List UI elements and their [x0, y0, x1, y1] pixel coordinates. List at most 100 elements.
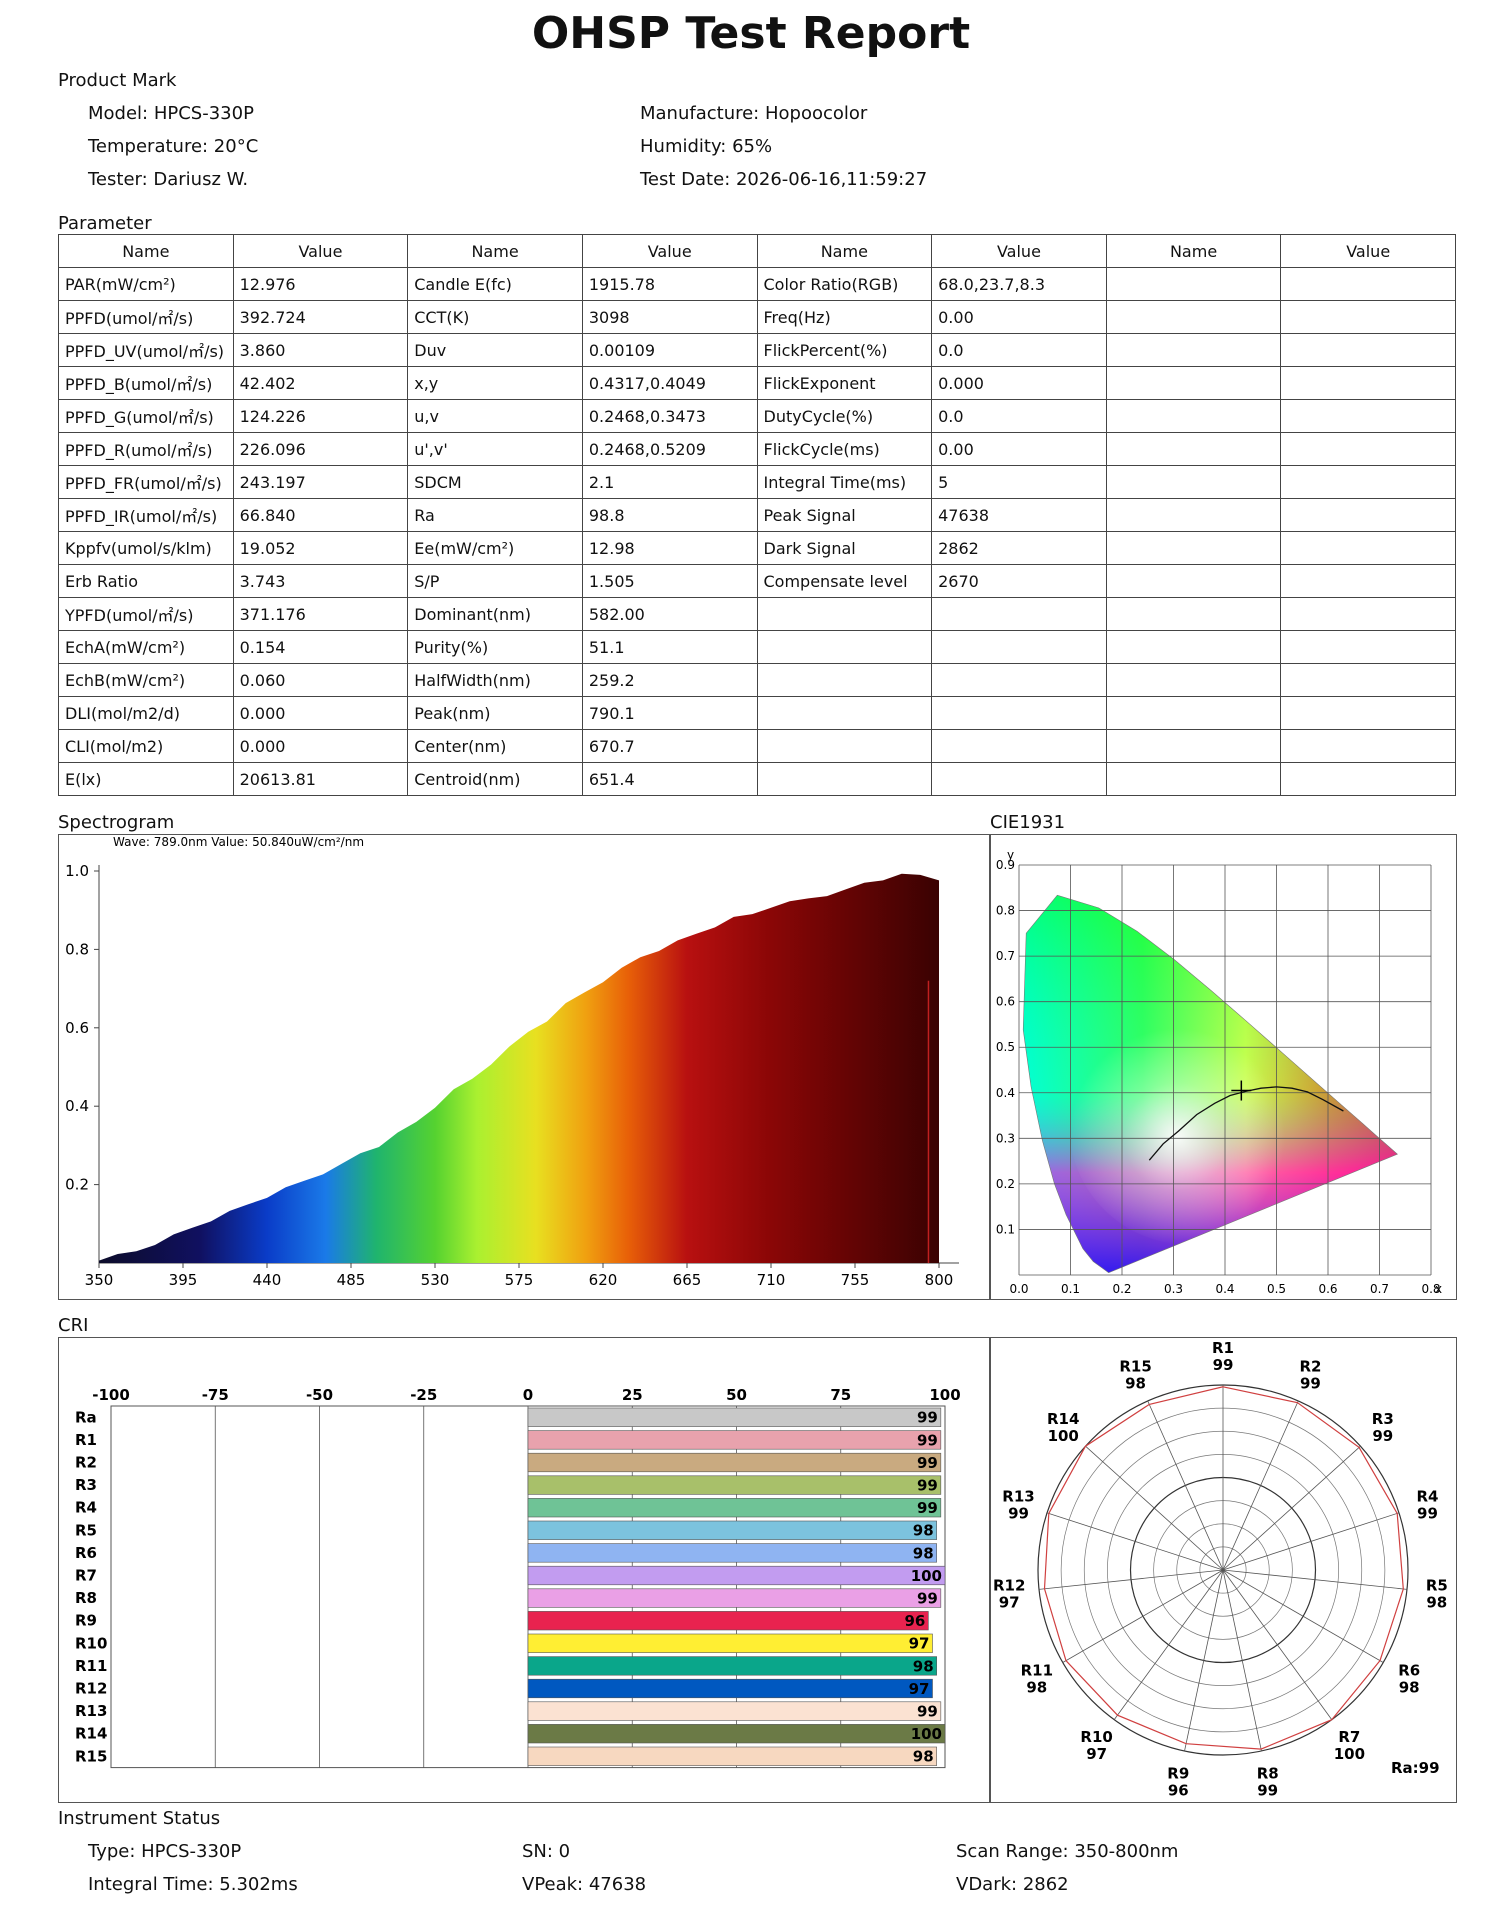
parameter-value-cell: 19.052 — [232, 531, 409, 565]
parameter-name-cell: Freq(Hz) — [756, 300, 933, 334]
spectrogram-x-tick-label: 440 — [253, 1271, 282, 1289]
cri-category-label: R12 — [75, 1679, 107, 1697]
cri-category-label: R3 — [75, 1476, 97, 1494]
parameter-name-cell — [1105, 366, 1282, 400]
temperature-field: Temperature: 20°C — [88, 136, 259, 157]
parameter-name-cell: Color Ratio(RGB) — [756, 267, 933, 301]
cri-radar-label: R11 — [1021, 1662, 1053, 1680]
cri-radar-value: 99 — [1372, 1427, 1393, 1445]
cri-radar-value: 99 — [1417, 1505, 1438, 1523]
cri-category-label: R4 — [75, 1499, 97, 1517]
cri-radar-label: R3 — [1372, 1410, 1394, 1428]
parameter-header-cell: Value — [1280, 234, 1456, 268]
parameter-value-cell — [1280, 630, 1456, 664]
cri-bar-value-label: 99 — [917, 1454, 938, 1472]
parameter-value-cell: 47638 — [931, 498, 1107, 532]
parameter-name-cell: PPFD_R(umol/㎡/s) — [58, 432, 234, 466]
parameter-name-cell: Compensate level — [756, 564, 933, 598]
parameter-name-cell: DutyCycle(%) — [756, 399, 933, 433]
cri-bar — [527, 1452, 942, 1473]
cie-x-tick-label: 0.6 — [1318, 1282, 1337, 1296]
parameter-name-cell: Ra — [407, 498, 583, 532]
parameter-name-cell: CLI(mol/m2) — [58, 729, 234, 763]
cri-radar-label: R12 — [993, 1576, 1025, 1594]
spectral-locus — [1022, 894, 1398, 1274]
spectrogram-y-tick-label: 1.0 — [65, 862, 89, 880]
spectrogram-y-tick-label: 0.6 — [65, 1019, 89, 1037]
cie-y-axis-label: y — [1007, 848, 1014, 862]
parameter-header-cell: Value — [931, 234, 1107, 268]
parameter-row: PPFD_R(umol/㎡/s) 226.096 u',v' 0.2468,0.520… — [58, 432, 1456, 466]
parameter-name-cell: EchB(mW/cm²) — [58, 663, 234, 697]
parameter-name-cell: Dominant(nm) — [407, 597, 583, 631]
tester-field: Tester: Dariusz W. — [88, 169, 249, 190]
cri-radar-value: 96 — [1168, 1781, 1189, 1799]
cri-category-label: R10 — [75, 1634, 107, 1652]
cri-bar-value-label: 99 — [917, 1477, 938, 1495]
parameter-name-cell — [1105, 432, 1282, 466]
cie-y-tick-label: 0.5 — [996, 1040, 1015, 1054]
parameter-value-cell: 1915.78 — [581, 267, 758, 301]
spectrogram-y-tick-label: 0.8 — [65, 940, 89, 958]
cri-radar-value: 98 — [1426, 1593, 1447, 1611]
cie-x-axis-label: x — [1435, 1282, 1442, 1296]
parameter-name-cell: FlickCycle(ms) — [756, 432, 933, 466]
parameter-name-cell: DLI(mol/m2/d) — [58, 696, 234, 730]
parameter-value-cell: 12.976 — [232, 267, 409, 301]
spectrogram-chart: Wave: 789.0nm Value: 50.840uW/cm²/nm 1.0… — [65, 835, 959, 1289]
parameter-name-cell: Dark Signal — [756, 531, 933, 565]
cie-x-tick-label: 0.4 — [1215, 1282, 1234, 1296]
parameter-name-cell: Duv — [407, 333, 583, 367]
cri-category-label: Ra — [75, 1408, 97, 1426]
parameter-header-cell: Name — [756, 234, 933, 268]
cri-bar-value-label: 97 — [909, 1680, 930, 1698]
cri-category-label: R11 — [75, 1657, 107, 1675]
parameter-name-cell: S/P — [407, 564, 583, 598]
cie1931-panel: 0.0 0.1 0.2 0.3 0.4 0.5 0.6 0.7 0.8 0.9 0.8 0.7 0.6 0… — [990, 834, 1457, 1300]
cri-bar — [527, 1543, 937, 1563]
parameter-value-cell: 0.00109 — [581, 333, 758, 367]
cri-radar-value: 97 — [999, 1593, 1020, 1611]
parameter-value-cell: 5 — [931, 465, 1107, 499]
parameter-name-cell: Peak(nm) — [407, 696, 583, 730]
cie-y-tick-label: 0.7 — [996, 949, 1015, 963]
cri-radar-value: 99 — [1300, 1375, 1321, 1393]
parameter-name-cell — [1105, 465, 1282, 499]
cri-x-tick-label: 100 — [929, 1386, 960, 1404]
cri-heading: CRI — [58, 1315, 89, 1336]
parameter-value-cell: 0.000 — [931, 366, 1107, 400]
spectrogram-heading: Spectrogram — [58, 812, 175, 833]
parameter-row: YPFD(umol/㎡/s) 371.176 Dominant(nm) 582.00 — [58, 597, 1456, 631]
parameter-name-cell: PPFD_G(umol/㎡/s) — [58, 399, 234, 433]
parameter-value-cell: 670.7 — [581, 729, 758, 763]
parameter-row: DLI(mol/m2/d) 0.000 Peak(nm) 790.1 — [58, 696, 1456, 730]
parameter-name-cell: HalfWidth(nm) — [407, 663, 583, 697]
cri-radar-value: 97 — [1086, 1745, 1107, 1763]
parameter-value-cell: 259.2 — [581, 663, 758, 697]
cri-category-label: R13 — [75, 1702, 107, 1720]
parameter-value-cell — [1280, 432, 1456, 466]
cri-bar — [527, 1724, 946, 1744]
spectrogram-y-tick-label: 0.4 — [65, 1097, 89, 1115]
parameter-value-cell: 12.98 — [581, 531, 758, 565]
cri-x-tick-label: -50 — [306, 1386, 333, 1404]
parameter-name-cell: PPFD_FR(umol/㎡/s) — [58, 465, 234, 499]
integral-time-field: Integral Time: 5.302ms — [88, 1874, 298, 1895]
parameter-name-cell: FlickPercent(%) — [756, 333, 933, 367]
cri-category-label: R6 — [75, 1544, 97, 1562]
parameter-header-cell: Value — [581, 234, 758, 268]
parameter-name-cell — [1105, 300, 1282, 334]
cri-category-label: R15 — [75, 1747, 107, 1765]
parameter-value-cell: 0.000 — [232, 729, 409, 763]
parameter-name-cell — [756, 729, 933, 763]
parameter-name-cell: Erb Ratio — [58, 564, 234, 598]
parameter-value-cell — [1280, 663, 1456, 697]
cri-radar-value: 99 — [1213, 1356, 1234, 1374]
parameter-name-cell — [1105, 267, 1282, 301]
cri-category-label: R9 — [75, 1612, 97, 1630]
cri-radar-label: R14 — [1047, 1410, 1079, 1428]
parameter-name-cell: PAR(mW/cm²) — [58, 267, 234, 301]
spectrum-area — [99, 873, 939, 1263]
cri-bar — [527, 1611, 929, 1631]
parameter-header-cell: Value — [232, 234, 409, 268]
